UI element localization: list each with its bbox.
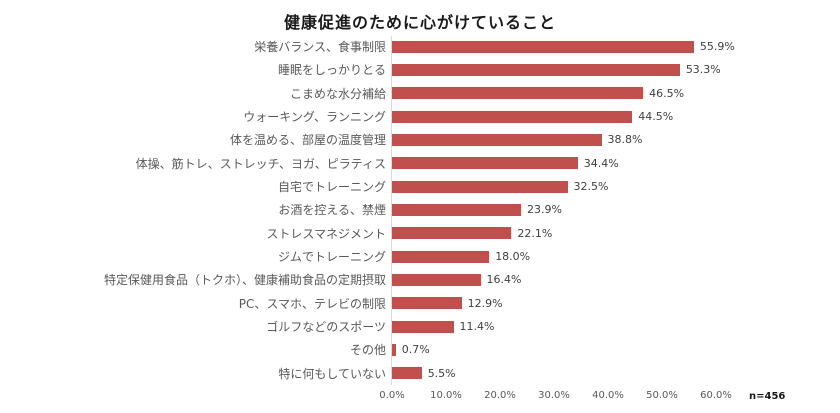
x-tick-label: 20.0% [484, 390, 516, 401]
bar-row: 特に何もしていない 5.5% [0, 362, 840, 385]
category-label: ゴルフなどのスポーツ [266, 320, 386, 335]
bar [392, 157, 578, 170]
bar [392, 180, 568, 193]
bar-track: 16.4% [392, 273, 522, 286]
bar [392, 110, 633, 123]
category-label: ストレスマネジメント [266, 226, 386, 241]
category-label: ジムでトレーニング [277, 250, 386, 265]
bar-row: PC、スマホ、テレビの制限 12.9% [0, 292, 840, 315]
chart-title: 健康促進のために心がけていること [283, 13, 556, 32]
bar-row: ゴルフなどのスポーツ 11.4% [0, 315, 840, 338]
category-label: 特に何もしていない [278, 366, 386, 381]
x-tick-label: 10.0% [430, 390, 462, 401]
value-label: 34.4% [583, 156, 619, 170]
bar-track: 12.9% [392, 297, 503, 310]
value-label: 12.9% [467, 296, 503, 310]
bar-row: こまめな水分補給 46.5% [0, 82, 840, 105]
category-label: 自宅でトレーニング [277, 180, 386, 195]
bar-row: ウォーキング、ランニング 44.5% [0, 105, 840, 128]
bar-track: 11.4% [392, 320, 495, 333]
bar [392, 297, 462, 310]
value-label: 44.5% [638, 110, 674, 124]
value-label: 5.5% [427, 366, 456, 380]
value-label: 38.8% [607, 133, 643, 147]
bar-track: 38.8% [392, 133, 642, 146]
category-label: ウォーキング、ランニング [243, 110, 386, 125]
bar-track: 34.4% [392, 157, 619, 170]
bar [392, 203, 522, 216]
value-label: 16.4% [486, 273, 522, 287]
bar [392, 250, 490, 263]
bar-track: 5.5% [392, 367, 456, 380]
bar-track: 46.5% [392, 87, 684, 100]
x-axis: 0.0% 10.0% 20.0% 30.0% 40.0% 50.0% 60.0% [0, 390, 840, 406]
category-label: 特定保健用食品（トクホ）、健康補助食品の定期摂取 [103, 273, 386, 288]
bar-track: 0.7% [392, 343, 430, 356]
category-label: その他 [349, 343, 386, 358]
value-label: 11.4% [459, 320, 495, 334]
y-axis-line [391, 36, 392, 385]
sample-size-note: n=456 [749, 391, 786, 402]
bar-row: 特定保健用食品（トクホ）、健康補助食品の定期摂取 16.4% [0, 268, 840, 291]
bar-track: 53.3% [392, 63, 721, 76]
category-label: お酒を控える、禁煙 [278, 203, 386, 218]
bar-row: 体を温める、部屋の温度管理 38.8% [0, 128, 840, 151]
bar-track: 32.5% [392, 180, 608, 193]
bar-track: 22.1% [392, 227, 552, 240]
bar [392, 367, 422, 380]
value-label: 46.5% [649, 86, 685, 100]
bar-row: ストレスマネジメント 22.1% [0, 222, 840, 245]
value-label: 53.3% [685, 63, 721, 77]
bar [392, 133, 602, 146]
bar-row: 体操、筋トレ、ストレッチ、ヨガ、ピラティス 34.4% [0, 152, 840, 175]
value-label: 18.0% [495, 250, 531, 264]
value-label: 32.5% [573, 180, 609, 194]
bar-row: 栄養バランス、食事制限 55.9% [0, 35, 840, 58]
value-label: 23.9% [527, 203, 562, 217]
bar [392, 343, 396, 356]
x-tick-label: 40.0% [592, 390, 624, 401]
category-label: 栄養バランス、食事制限 [254, 40, 386, 55]
bar [392, 320, 454, 333]
x-tick-label: 30.0% [538, 390, 570, 401]
bar-track: 55.9% [392, 40, 735, 53]
category-label: 睡眠をしっかりとる [277, 63, 386, 78]
x-tick-label: 60.0% [700, 390, 732, 401]
category-label: こまめな水分補給 [289, 86, 386, 101]
x-tick-label: 50.0% [646, 390, 678, 401]
category-label: PC、スマホ、テレビの制限 [238, 296, 386, 311]
bar [392, 273, 481, 286]
bar-rows: 栄養バランス、食事制限 55.9% 睡眠をしっかりとる 53.3% こまめな水分補給 46… [0, 35, 840, 385]
category-label: 体を温める、部屋の温度管理 [229, 133, 386, 148]
bar [392, 87, 644, 100]
bar-track: 44.5% [392, 110, 673, 123]
x-tick-label: 0.0% [379, 390, 405, 401]
value-label: 0.7% [401, 343, 430, 357]
bar-track: 23.9% [392, 203, 562, 216]
category-label: 体操、筋トレ、ストレッチ、ヨガ、ピラティス [135, 156, 386, 171]
bar-row: お酒を控える、禁煙 23.9% [0, 198, 840, 221]
bar-row: 自宅でトレーニング 32.5% [0, 175, 840, 198]
value-label: 55.9% [699, 40, 735, 54]
bar-track: 18.0% [392, 250, 530, 263]
bar [392, 63, 680, 76]
bar-row: ジムでトレーニング 18.0% [0, 245, 840, 268]
bar-row: その他 0.7% [0, 338, 840, 361]
bar [392, 227, 512, 240]
bar-row: 睡眠をしっかりとる 53.3% [0, 58, 840, 81]
value-label: 22.1% [517, 226, 553, 240]
bar [392, 40, 694, 53]
